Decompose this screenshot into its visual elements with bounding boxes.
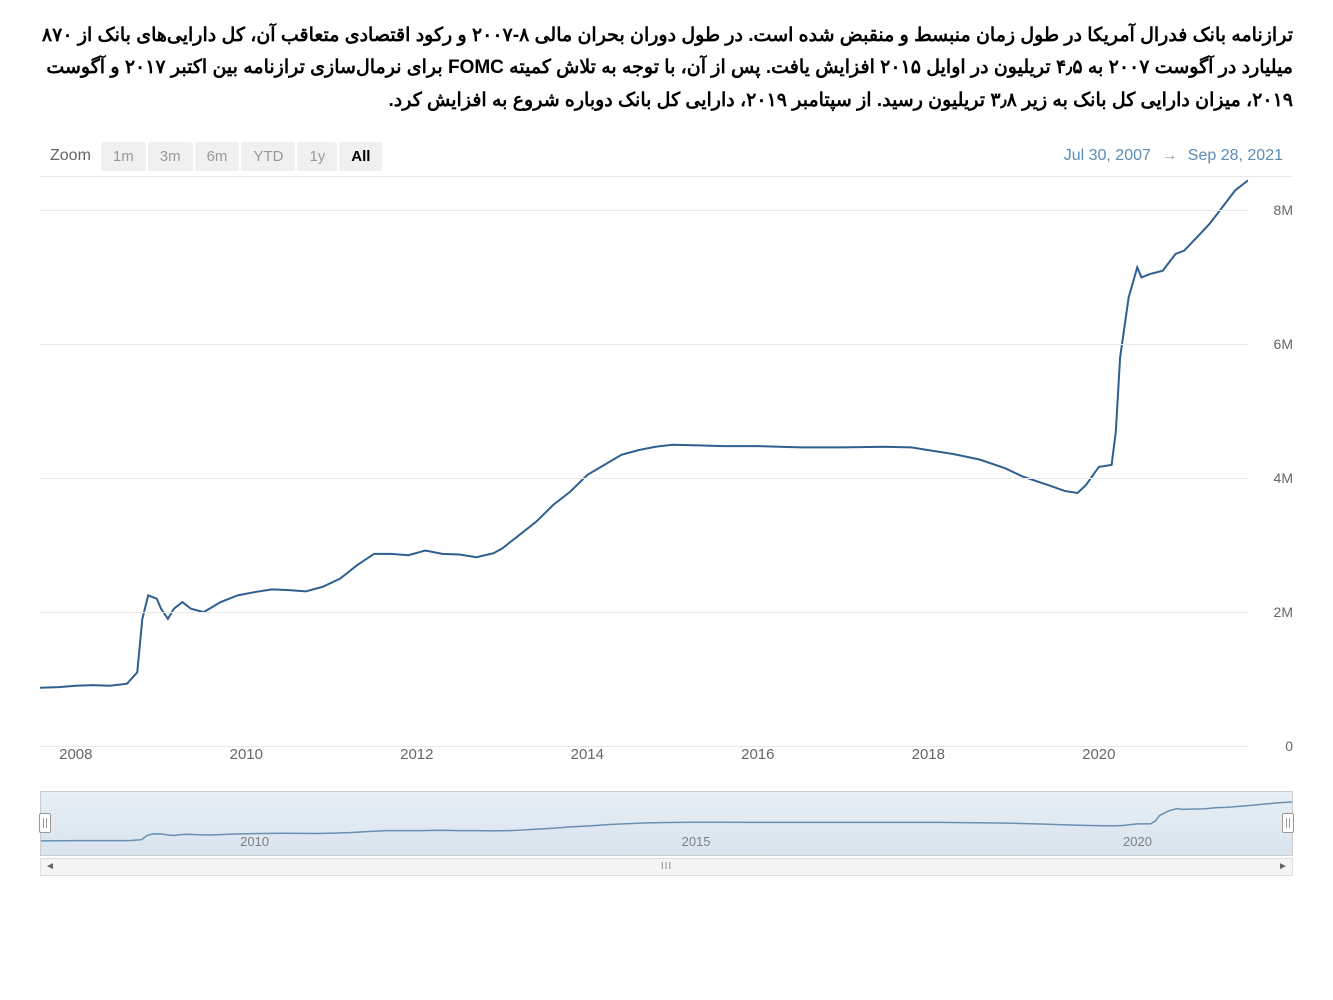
scroll-right-arrow-icon[interactable]: ►	[1274, 859, 1292, 875]
x-axis: 2008 2010 2012 2014 2016 2018 2020	[40, 746, 1248, 776]
grid-line	[40, 478, 1248, 479]
chart-description: ترازنامه بانک فدرال آمریکا در طول زمان م…	[40, 20, 1293, 117]
date-range[interactable]: Jul 30, 2007 → Sep 28, 2021	[1064, 147, 1283, 165]
scroll-grip-icon: III	[661, 861, 672, 872]
date-to: Sep 28, 2021	[1188, 147, 1283, 164]
navigator-x-label: 2010	[240, 834, 269, 849]
scroll-left-arrow-icon[interactable]: ◄	[41, 859, 59, 875]
scroll-track[interactable]: III	[59, 859, 1274, 875]
x-axis-label: 2012	[400, 746, 433, 763]
grid-line	[40, 210, 1248, 211]
y-axis-label: 2M	[1274, 604, 1293, 620]
date-from: Jul 30, 2007	[1064, 147, 1151, 164]
chart-toolbar: Zoom 1m 3m 6m YTD 1y All Jul 30, 2007 → …	[40, 142, 1293, 171]
zoom-controls: Zoom 1m 3m 6m YTD 1y All	[50, 142, 382, 171]
x-axis-label: 2010	[230, 746, 263, 763]
x-axis-label: 2008	[59, 746, 92, 763]
zoom-ytd-button[interactable]: YTD	[241, 142, 295, 171]
navigator-svg	[41, 792, 1292, 855]
y-axis-label: 6M	[1274, 336, 1293, 352]
x-axis-label: 2020	[1082, 746, 1115, 763]
range-navigator[interactable]: 2010 2015 2020	[40, 791, 1293, 856]
y-axis-label: 0	[1285, 738, 1293, 754]
navigator-left-handle[interactable]	[39, 813, 51, 833]
y-axis-label: 4M	[1274, 470, 1293, 486]
x-axis-label: 2018	[912, 746, 945, 763]
navigator-x-label: 2020	[1123, 834, 1152, 849]
zoom-1m-button[interactable]: 1m	[101, 142, 146, 171]
zoom-1y-button[interactable]: 1y	[297, 142, 337, 171]
zoom-3m-button[interactable]: 3m	[148, 142, 193, 171]
x-axis-label: 2014	[571, 746, 604, 763]
zoom-label: Zoom	[50, 147, 91, 165]
date-arrow-icon: →	[1161, 147, 1177, 164]
navigator-x-label: 2015	[682, 834, 711, 849]
zoom-6m-button[interactable]: 6m	[195, 142, 240, 171]
chart-line-svg	[40, 177, 1248, 746]
navigator-right-handle[interactable]	[1282, 813, 1294, 833]
main-chart[interactable]: 02M4M6M8M	[40, 176, 1293, 746]
y-axis-label: 8M	[1274, 202, 1293, 218]
grid-line	[40, 612, 1248, 613]
zoom-all-button[interactable]: All	[339, 142, 382, 171]
horizontal-scrollbar[interactable]: ◄ III ►	[40, 858, 1293, 876]
x-axis-label: 2016	[741, 746, 774, 763]
grid-line	[40, 344, 1248, 345]
